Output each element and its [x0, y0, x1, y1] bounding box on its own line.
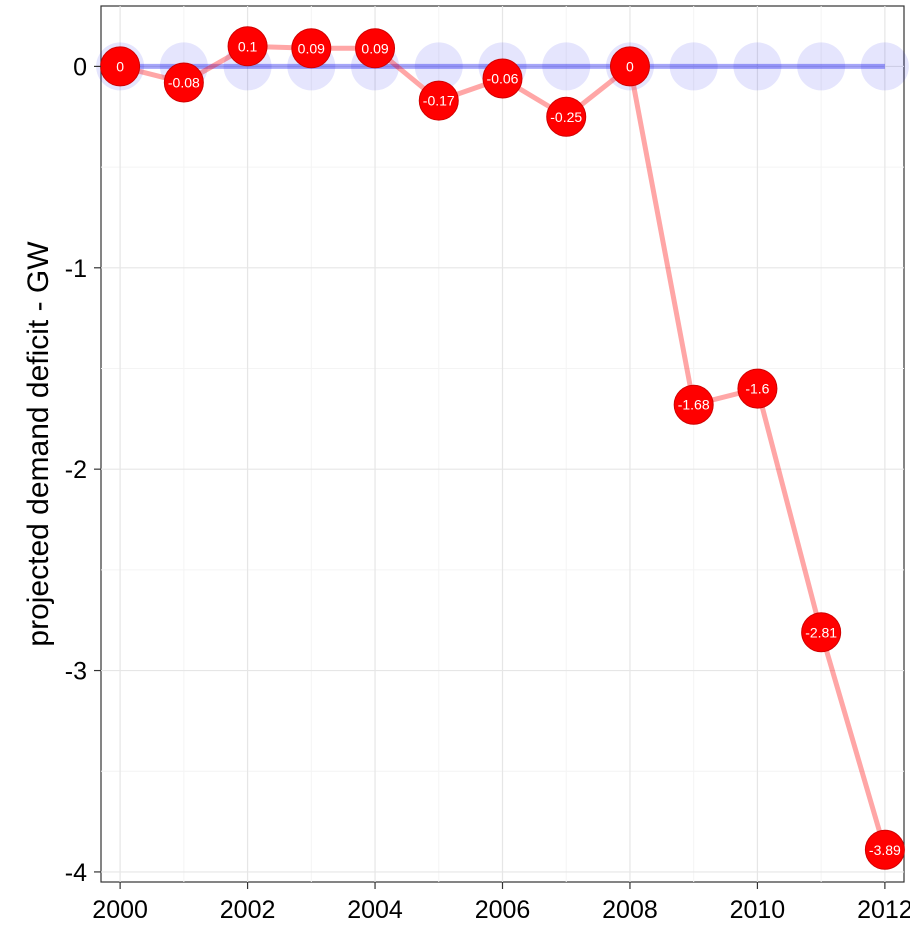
y-axis-label: projected demand deficit - GW — [22, 241, 55, 647]
deficit-data-label: -3.89 — [869, 842, 901, 858]
baseline-series-point — [860, 42, 909, 91]
y-tick-label: -4 — [65, 859, 87, 887]
x-tick-label: 2010 — [730, 896, 786, 924]
x-tick-label: 2006 — [475, 896, 531, 924]
deficit-series-point — [482, 58, 523, 99]
deficit-series-point — [864, 829, 905, 870]
deficit-series-point — [609, 46, 650, 87]
baseline-series-point — [669, 42, 718, 91]
deficit-data-label: -1.68 — [678, 397, 710, 413]
y-tick-label: -1 — [65, 255, 87, 283]
deficit-series-point — [418, 80, 459, 121]
deficit-data-label: -0.25 — [550, 109, 582, 125]
baseline-series-point — [733, 42, 782, 91]
deficit-data-label: 0 — [116, 58, 124, 74]
y-axis: 0 -1 -2 -3 -4 — [65, 53, 101, 887]
deficit-data-label: -2.81 — [805, 624, 837, 640]
baseline-series-point — [797, 42, 846, 91]
deficit-data-label: -1.6 — [745, 381, 769, 397]
deficit-series-point — [291, 28, 332, 69]
deficit-series-point — [546, 96, 587, 137]
series-layer: 0 -0.08 0.1 0.09 0.09 -0.17 -0.06 -0.25 0 -1.68 -1… — [96, 26, 909, 870]
deficit-series-point — [163, 62, 204, 103]
deficit-data-label: -0.06 — [487, 70, 519, 86]
x-tick-label: 2008 — [602, 896, 658, 924]
y-tick-label: 0 — [73, 53, 87, 81]
x-tick-label: 2012 — [857, 896, 910, 924]
x-tick-label: 2004 — [347, 896, 403, 924]
deficit-data-label: -0.08 — [168, 75, 200, 91]
y-tick-label: -2 — [65, 456, 87, 484]
baseline-series-point — [542, 42, 591, 91]
deficit-series-point — [673, 384, 714, 425]
deficit-series-point — [355, 28, 396, 69]
deficit-series-point — [801, 612, 842, 653]
deficit-data-label: 0 — [626, 58, 634, 74]
deficit-data-label: -0.17 — [423, 93, 455, 109]
deficit-data-label: 0.1 — [238, 38, 258, 54]
x-axis: 2000 2002 2004 2006 2008 2010 2012 — [92, 882, 910, 924]
x-tick-label: 2000 — [92, 896, 148, 924]
deficit-data-label: 0.09 — [361, 40, 388, 56]
x-tick-label: 2002 — [220, 896, 276, 924]
deficit-series-point — [737, 368, 778, 409]
deficit-data-label: 0.09 — [298, 40, 325, 56]
deficit-series-point — [227, 26, 268, 67]
baseline-series-point — [414, 42, 463, 91]
y-tick-label: -3 — [65, 658, 87, 686]
